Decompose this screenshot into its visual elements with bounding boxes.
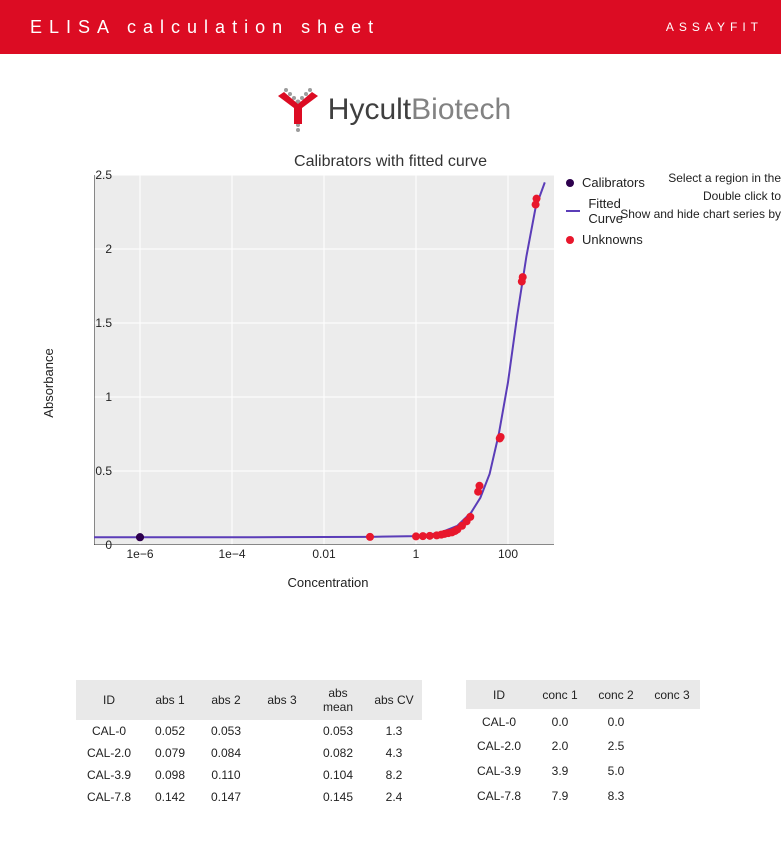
page-title: ELISA calculation sheet (30, 17, 380, 38)
y-tick-label: 2.5 (82, 168, 112, 182)
table-row: CAL-00.0520.0530.0531.3 (76, 720, 422, 742)
value-cell (254, 786, 310, 808)
row-id-cell: CAL-3.9 (466, 759, 532, 784)
value-cell: 0.142 (142, 786, 198, 808)
x-tick-label: 100 (498, 547, 518, 561)
value-cell: 0.082 (310, 742, 366, 764)
value-cell: 5.0 (588, 759, 644, 784)
y-tick-label: 2 (82, 242, 112, 256)
row-id-cell: CAL-2.0 (76, 742, 142, 764)
value-cell: 0.104 (310, 764, 366, 786)
y-tick-label: 0.5 (82, 464, 112, 478)
conc-table: IDconc 1conc 2conc 3CAL-00.00.0CAL-2.02.… (466, 680, 700, 808)
chart-section: Calibrators with fitted curve Select a r… (0, 153, 781, 590)
line-marker-icon (566, 210, 580, 212)
calibrators-series (136, 533, 144, 541)
column-header: conc 2 (588, 680, 644, 709)
row-id-cell: CAL-7.8 (466, 783, 532, 808)
legend-item[interactable]: Calibrators (566, 175, 645, 190)
value-cell: 0.0 (588, 709, 644, 734)
table-row: CAL-3.90.0980.110 0.1048.2 (76, 764, 422, 786)
dot-marker-icon (566, 236, 574, 244)
value-cell (254, 720, 310, 742)
hycult-logo: HycultBiotech (270, 82, 511, 138)
dot-marker-icon (566, 179, 574, 187)
antibody-icon (270, 82, 326, 138)
x-tick-label: 1e−6 (126, 547, 153, 561)
y-tick-label: 1.5 (82, 316, 112, 330)
legend-label: Unknowns (582, 232, 643, 247)
x-tick-label: 0.01 (312, 547, 335, 561)
plot-frame[interactable]: 00.511.522.5 1e−61e−40.011100 (94, 175, 554, 545)
value-cell: 2.5 (588, 734, 644, 759)
table-row: CAL-7.80.1420.147 0.1452.4 (76, 786, 422, 808)
value-cell (644, 759, 700, 784)
column-header: abs 3 (254, 680, 310, 720)
legend-label: Calibrators (582, 175, 645, 190)
value-cell: 0.110 (198, 764, 254, 786)
value-cell: 0.053 (198, 720, 254, 742)
data-tables: IDabs 1abs 2abs 3abs meanabs CVCAL-00.05… (0, 680, 781, 808)
column-header: ID (466, 680, 532, 709)
value-cell: 0.053 (310, 720, 366, 742)
value-cell: 0.052 (142, 720, 198, 742)
value-cell (254, 742, 310, 764)
value-cell (254, 764, 310, 786)
column-header: conc 1 (532, 680, 588, 709)
value-cell: 3.9 (532, 759, 588, 784)
value-cell: 2.0 (532, 734, 588, 759)
value-cell: 0.098 (142, 764, 198, 786)
value-cell: 0.147 (198, 786, 254, 808)
value-cell: 0.0 (532, 709, 588, 734)
column-header: conc 3 (644, 680, 700, 709)
value-cell (644, 783, 700, 808)
unknowns-series (366, 195, 541, 541)
value-cell (644, 734, 700, 759)
value-cell: 8.3 (588, 783, 644, 808)
legend-item[interactable]: Fitted Curve (566, 196, 645, 226)
column-header: abs 1 (142, 680, 198, 720)
table-row: CAL-7.87.98.3 (466, 783, 700, 808)
value-cell: 1.3 (366, 720, 422, 742)
logo-text: HycultBiotech (328, 93, 511, 127)
row-id-cell: CAL-3.9 (76, 764, 142, 786)
legend-item[interactable]: Unknowns (566, 232, 645, 247)
table-row: CAL-2.02.02.5 (466, 734, 700, 759)
table-row: CAL-2.00.0790.084 0.0824.3 (76, 742, 422, 764)
chart-legend: Calibrators Fitted Curve Unknowns (566, 175, 645, 253)
brand-label: ASSAYFIT (666, 20, 763, 34)
header-bar: ELISA calculation sheet ASSAYFIT (0, 0, 781, 54)
table-row: CAL-00.00.0 (466, 709, 700, 734)
row-id-cell: CAL-0 (76, 720, 142, 742)
x-axis-label: Concentration (58, 575, 598, 590)
value-cell: 8.2 (366, 764, 422, 786)
logo-section: HycultBiotech (0, 82, 781, 143)
column-header: abs mean (310, 680, 366, 720)
chart-area: 00.511.522.5 1e−61e−40.011100 Absorbance… (58, 175, 598, 590)
row-id-cell: CAL-2.0 (466, 734, 532, 759)
table-row: CAL-3.93.95.0 (466, 759, 700, 784)
value-cell (644, 709, 700, 734)
column-header: abs CV (366, 680, 422, 720)
value-cell: 0.079 (142, 742, 198, 764)
x-ticks: 1e−6 1e−4 0.01 1 100 (94, 547, 554, 567)
column-header: abs 2 (198, 680, 254, 720)
value-cell: 2.4 (366, 786, 422, 808)
abs-table: IDabs 1abs 2abs 3abs meanabs CVCAL-00.05… (76, 680, 422, 808)
legend-label: Fitted Curve (588, 196, 645, 226)
value-cell: 7.9 (532, 783, 588, 808)
row-id-cell: CAL-7.8 (76, 786, 142, 808)
value-cell: 4.3 (366, 742, 422, 764)
value-cell: 0.084 (198, 742, 254, 764)
row-id-cell: CAL-0 (466, 709, 532, 734)
value-cell: 0.145 (310, 786, 366, 808)
plot-svg (94, 175, 554, 545)
column-header: ID (76, 680, 142, 720)
y-ticks: 00.511.522.5 (86, 175, 122, 545)
x-tick-label: 1 (413, 547, 420, 561)
y-tick-label: 1 (82, 390, 112, 404)
x-tick-label: 1e−4 (218, 547, 245, 561)
y-axis-label: Absorbance (41, 348, 56, 417)
